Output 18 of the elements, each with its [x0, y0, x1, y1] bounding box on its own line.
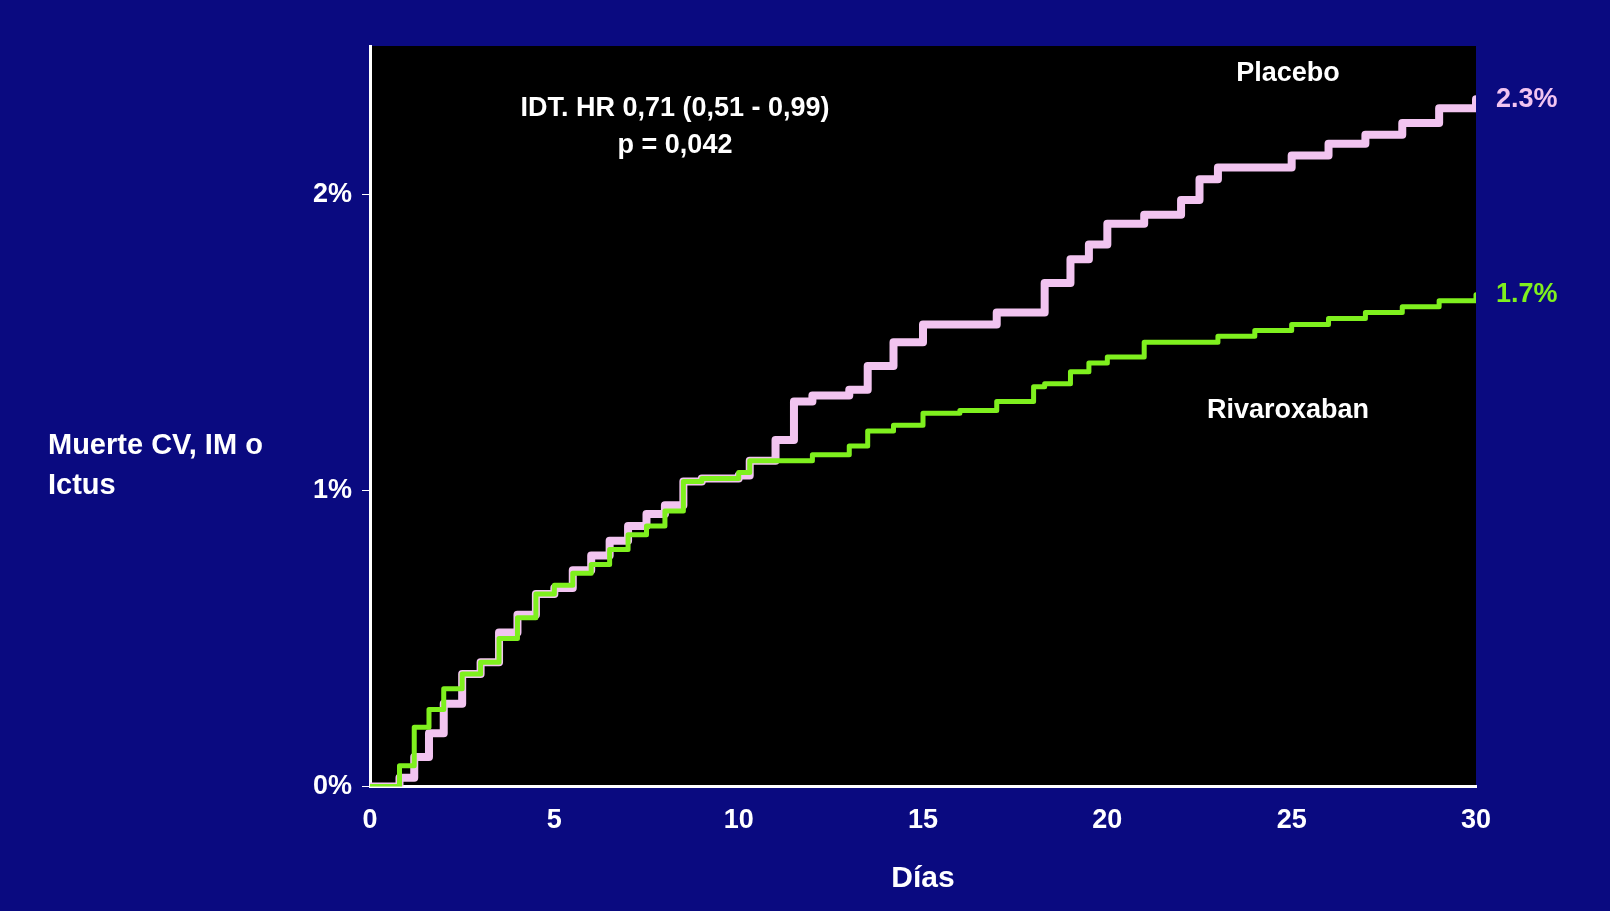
y-tick-label: 2%	[312, 177, 352, 208]
x-tick-label: 20	[1092, 804, 1123, 835]
series-label: Rivaroxaban	[1206, 393, 1370, 424]
x-tick-label: 0	[362, 804, 378, 835]
x-tick-label: 5	[546, 804, 562, 835]
x-tick-label: 15	[907, 804, 939, 835]
y-tick-label: 1%	[312, 473, 352, 504]
x-tick-label: 25	[1276, 804, 1307, 835]
x-axis-title: Días	[891, 860, 955, 894]
series-label: Placebo	[1236, 57, 1340, 88]
annotation: p = 0,042	[617, 129, 733, 160]
data-label: 2.3%	[1496, 82, 1558, 113]
annotation: IDT. HR 0,71 (0,51 - 0,99)	[520, 92, 830, 123]
data-label: 1.7%	[1496, 278, 1558, 309]
x-tick-label: 30	[1460, 804, 1492, 835]
y-tick-label: 0%	[312, 770, 352, 801]
x-tick-label: 10	[723, 804, 754, 835]
y-axis-title: Muerte CV, IM o Ictus	[48, 427, 264, 502]
